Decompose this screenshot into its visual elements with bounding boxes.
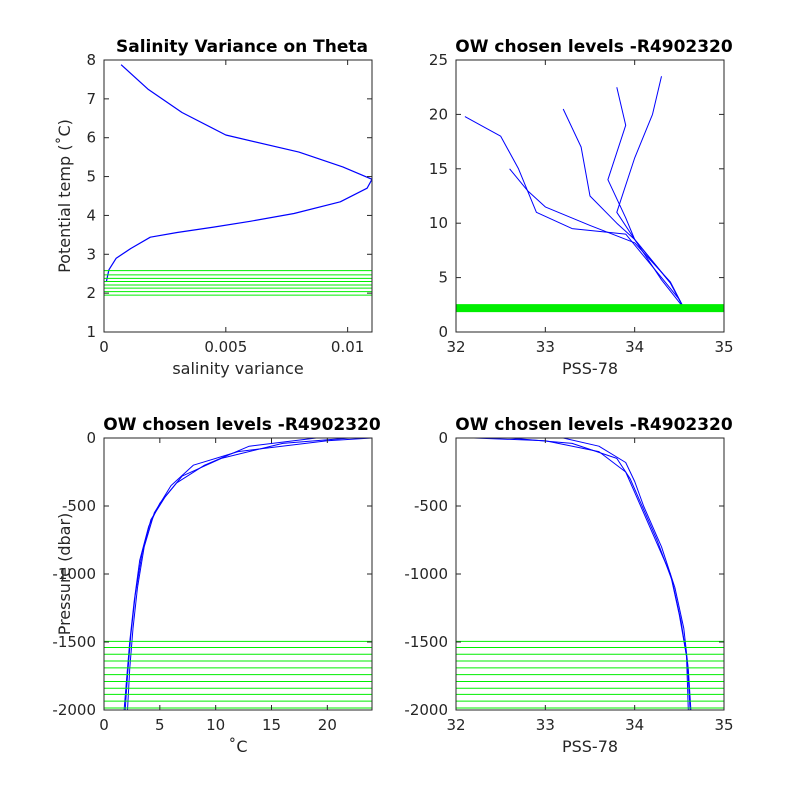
axes-box bbox=[103, 59, 373, 333]
profile-line bbox=[562, 108, 685, 309]
axes-box bbox=[455, 437, 725, 711]
y-tick-label: 0 bbox=[86, 429, 96, 447]
y-tick-label: -2000 bbox=[404, 701, 448, 719]
chart-panel-4: 32 33 34 35 -2000 -1500 -1000 -500 0 OW chosen le… bbox=[404, 415, 733, 756]
y-tick-label: 10 bbox=[429, 214, 448, 232]
y-tick-label: 0 bbox=[438, 323, 448, 341]
x-axis-label: PSS-78 bbox=[562, 359, 618, 378]
y-tick-label: 15 bbox=[429, 160, 448, 178]
profile-line bbox=[509, 438, 691, 710]
x-tick-label: 0 bbox=[99, 716, 109, 734]
y-tick-label: 5 bbox=[438, 269, 448, 287]
y-tick-label: 5 bbox=[86, 168, 96, 186]
y-axis-label: Pressure (dbar) bbox=[55, 513, 74, 636]
profile-line bbox=[563, 438, 692, 710]
x-tick-label: 35 bbox=[714, 338, 733, 356]
plot-area bbox=[456, 438, 724, 710]
profile-line bbox=[616, 76, 685, 309]
y-tick-label: 2 bbox=[86, 284, 96, 302]
plot-area bbox=[456, 76, 724, 313]
profile-line bbox=[124, 438, 350, 710]
x-axis-label: PSS-78 bbox=[562, 737, 618, 756]
y-tick-label: 4 bbox=[86, 206, 96, 224]
y-tick-label: 3 bbox=[86, 245, 96, 263]
plot-area bbox=[104, 64, 372, 296]
y-tick-label: 8 bbox=[86, 51, 96, 69]
profile-line bbox=[464, 116, 685, 309]
x-tick-label: 35 bbox=[714, 716, 733, 734]
x-tick-label: 0.005 bbox=[204, 338, 247, 356]
chart-title: OW chosen levels -R4902320 bbox=[455, 37, 733, 57]
x-tick-label: 5 bbox=[155, 716, 165, 734]
plot-area bbox=[104, 438, 372, 710]
x-tick-label: 33 bbox=[536, 716, 555, 734]
axes-box bbox=[455, 59, 725, 333]
y-tick-label: -500 bbox=[414, 497, 448, 515]
chart-title: OW chosen levels -R4902320 bbox=[455, 415, 733, 435]
x-tick-label: 33 bbox=[536, 338, 555, 356]
axes-box bbox=[103, 437, 373, 711]
chart-panel-3: 0 5 10 15 20 -2000 -1500 -1000 -500 0 OW chosen le… bbox=[52, 415, 380, 756]
y-tick-label: 0 bbox=[438, 429, 448, 447]
profile-line bbox=[473, 438, 689, 710]
x-tick-label: 32 bbox=[446, 338, 465, 356]
y-tick-label: -2000 bbox=[52, 701, 96, 719]
y-tick-label: -1500 bbox=[404, 633, 448, 651]
x-tick-label: 0 bbox=[99, 338, 109, 356]
x-tick-label: 34 bbox=[625, 716, 644, 734]
profile-line bbox=[509, 168, 685, 309]
profile-line bbox=[607, 87, 685, 309]
x-tick-label: 34 bbox=[625, 338, 644, 356]
profile-line bbox=[105, 64, 372, 282]
profile-line bbox=[127, 438, 372, 710]
profile-line bbox=[123, 438, 317, 710]
y-tick-label: 6 bbox=[86, 129, 96, 147]
chart-title: OW chosen levels -R4902320 bbox=[103, 415, 381, 435]
x-tick-label: 10 bbox=[206, 716, 225, 734]
x-tick-label: 15 bbox=[262, 716, 281, 734]
y-tick-label: 1 bbox=[86, 323, 96, 341]
chart-panel-1: 0 0.005 0.01 1 2 3 4 5 6 7 8 Salinity Variance on T… bbox=[55, 37, 373, 378]
x-tick-label: 0.01 bbox=[331, 338, 364, 356]
chart-title: Salinity Variance on Theta bbox=[116, 37, 368, 57]
x-tick-label: 32 bbox=[446, 716, 465, 734]
y-tick-label: -1500 bbox=[52, 633, 96, 651]
y-tick-label: 20 bbox=[429, 105, 448, 123]
y-tick-label: -1000 bbox=[404, 565, 448, 583]
y-tick-label: -500 bbox=[62, 497, 96, 515]
x-axis-label: ˚C bbox=[228, 737, 247, 756]
chart-panel-2: 32 33 34 35 0 5 10 15 20 25 OW chosen levels -R490… bbox=[429, 37, 734, 378]
x-tick-label: 20 bbox=[318, 716, 337, 734]
y-tick-label: 7 bbox=[86, 90, 96, 108]
y-axis-label: Potential temp (˚C) bbox=[55, 119, 74, 273]
y-tick-label: -1000 bbox=[52, 565, 96, 583]
x-axis-label: salinity variance bbox=[172, 359, 303, 378]
y-tick-label: 25 bbox=[429, 51, 448, 69]
